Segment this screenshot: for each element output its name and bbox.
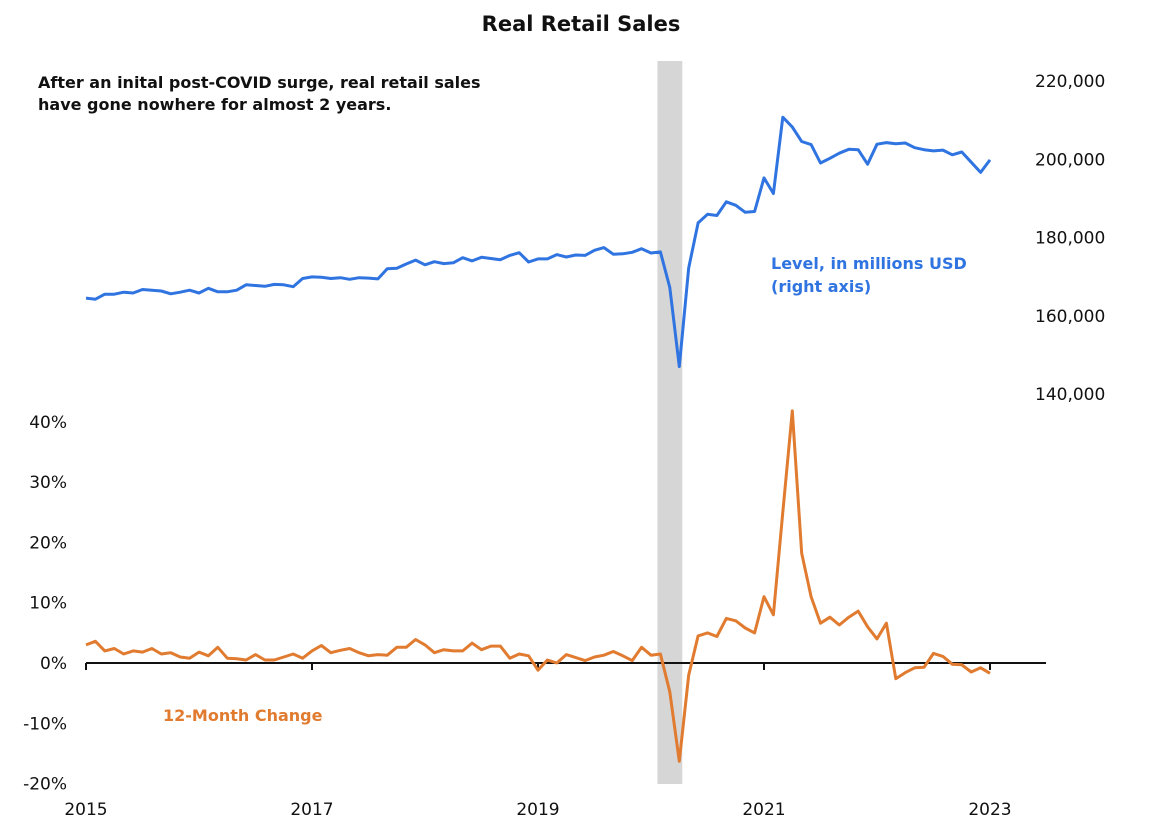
right-axis-tick-label: 180,000 <box>1035 229 1105 249</box>
level-series-label-1: Level, in millions USD <box>771 254 967 273</box>
annotation-line-1: After an inital post-COVID surge, real r… <box>38 73 481 92</box>
annotation-line-2: have gone nowhere for almost 2 years. <box>38 95 391 114</box>
recession-band <box>657 61 683 784</box>
left-axis-tick-label: 40% <box>29 413 67 433</box>
left-axis-tick-label: 0% <box>40 654 67 674</box>
change-series-line <box>85 409 991 763</box>
left-axis-tick-label: 10% <box>29 594 67 614</box>
left-axis-tick-label: -10% <box>23 714 67 734</box>
right-axis-tick-label: 220,000 <box>1035 72 1105 92</box>
right-axis-tick-label: 140,000 <box>1035 385 1105 405</box>
chart-title: Real Retail Sales <box>482 12 681 36</box>
x-tick-label: 2015 <box>64 800 107 820</box>
x-tick-label: 2023 <box>968 800 1011 820</box>
left-axis-tick-label: 30% <box>29 473 67 493</box>
x-tick-label: 2017 <box>290 800 333 820</box>
x-tick-label: 2019 <box>516 800 559 820</box>
right-axis-tick-label: 160,000 <box>1035 307 1105 327</box>
x-tick-label: 2021 <box>742 800 785 820</box>
level-series-line <box>85 115 992 369</box>
right-axis-tick-label: 200,000 <box>1035 150 1105 170</box>
level-series-label-2: (right axis) <box>771 277 871 296</box>
change-series-label: 12-Month Change <box>163 706 323 725</box>
left-axis-tick-label: 20% <box>29 533 67 553</box>
left-axis-tick-label: -20% <box>23 775 67 795</box>
